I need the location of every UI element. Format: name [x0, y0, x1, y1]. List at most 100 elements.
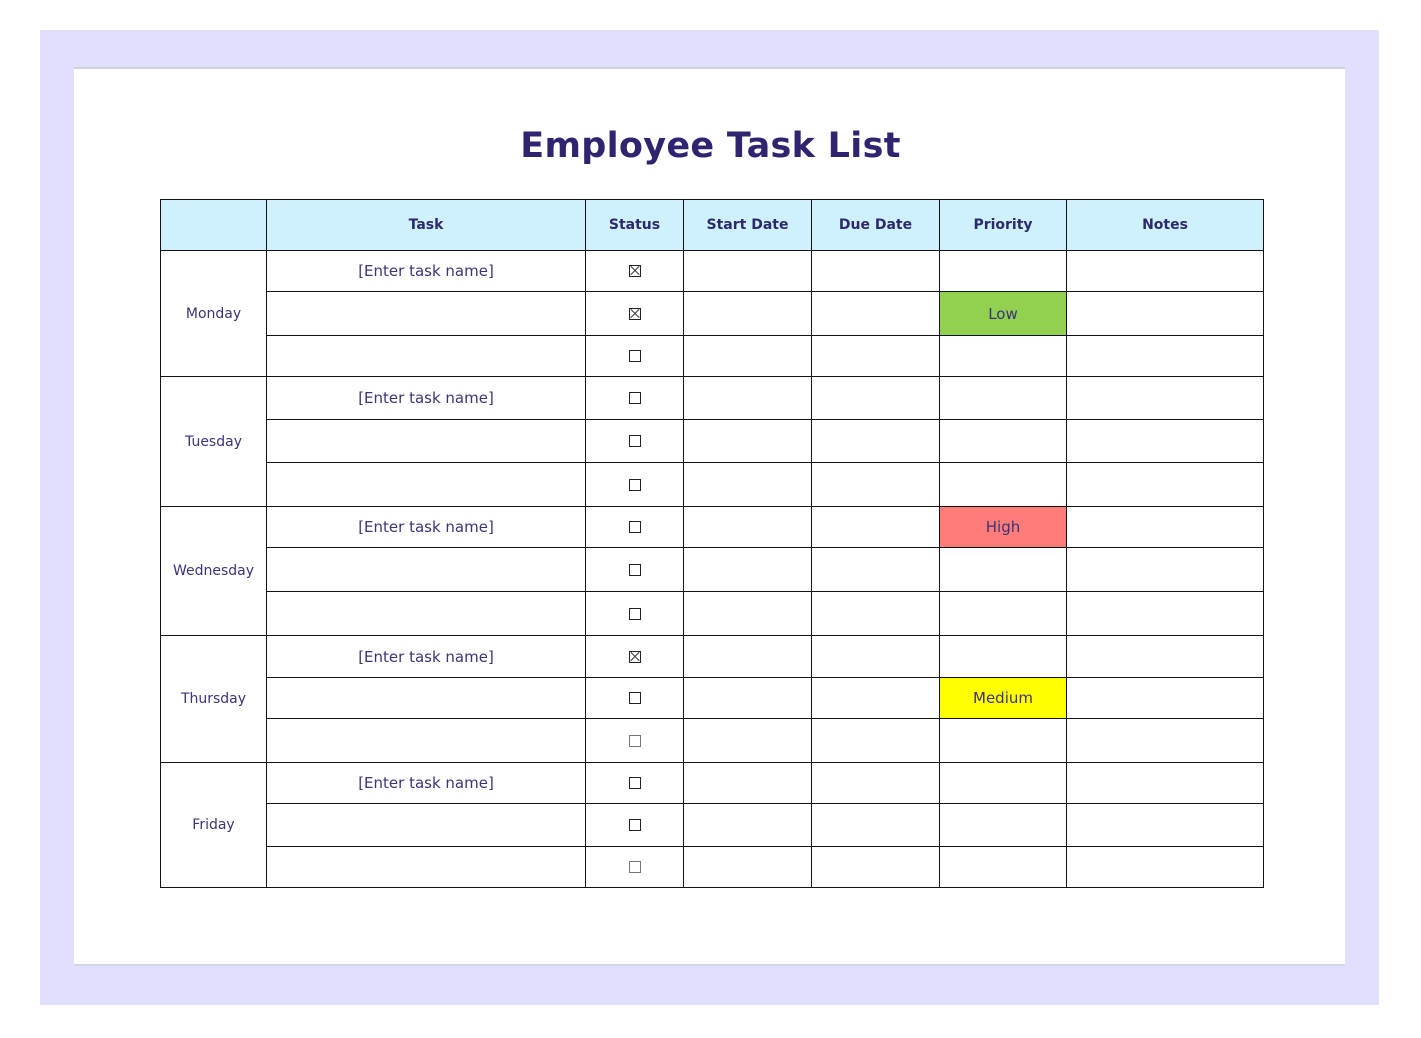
checkbox-icon[interactable]	[628, 607, 641, 620]
priority-cell[interactable]	[939, 376, 1067, 420]
task-cell[interactable]: [Enter task name]	[266, 506, 586, 548]
notes-cell[interactable]	[1066, 462, 1264, 507]
status-cell	[585, 335, 684, 377]
task-cell[interactable]: [Enter task name]	[266, 376, 586, 420]
start-date-cell[interactable]	[683, 803, 812, 847]
notes-cell[interactable]	[1066, 762, 1264, 804]
table-row: Tuesday [Enter task name]	[160, 376, 1264, 507]
priority-cell[interactable]: Low	[939, 291, 1067, 336]
priority-cell[interactable]	[939, 419, 1067, 463]
start-date-cell[interactable]	[683, 376, 812, 420]
header-task: Task	[266, 199, 586, 251]
due-date-cell[interactable]	[811, 591, 940, 636]
notes-cell[interactable]	[1066, 419, 1264, 463]
notes-cell[interactable]	[1066, 506, 1264, 548]
checkbox-icon[interactable]	[628, 819, 641, 831]
checked-checkbox-icon[interactable]	[628, 265, 641, 277]
checkbox-icon[interactable]	[628, 392, 641, 404]
checkbox-icon[interactable]	[628, 777, 641, 789]
task-cell[interactable]	[266, 419, 586, 463]
checked-checkbox-icon[interactable]	[628, 307, 641, 320]
header-day	[160, 199, 267, 251]
priority-cell[interactable]	[939, 591, 1067, 636]
table-row: Friday [Enter task name]	[160, 762, 1264, 888]
start-date-cell[interactable]	[683, 419, 812, 463]
task-cell[interactable]: [Enter task name]	[266, 635, 586, 678]
start-date-cell[interactable]	[683, 250, 812, 292]
checkbox-icon[interactable]	[628, 861, 641, 873]
task-cell[interactable]	[266, 462, 586, 507]
due-date-cell[interactable]	[811, 376, 940, 420]
priority-cell[interactable]	[939, 762, 1067, 804]
priority-cell[interactable]	[939, 718, 1067, 763]
notes-cell[interactable]	[1066, 335, 1264, 377]
checked-checkbox-icon[interactable]	[628, 650, 641, 663]
priority-cell[interactable]: Medium	[939, 677, 1067, 719]
checkbox-icon[interactable]	[628, 478, 641, 491]
checkbox-icon[interactable]	[628, 734, 641, 747]
start-date-cell[interactable]	[683, 335, 812, 377]
notes-cell[interactable]	[1066, 635, 1264, 678]
start-date-cell[interactable]	[683, 846, 812, 888]
due-date-cell[interactable]	[811, 291, 940, 336]
notes-cell[interactable]	[1066, 718, 1264, 763]
task-cell[interactable]	[266, 591, 586, 636]
task-cell[interactable]	[266, 291, 586, 336]
start-date-cell[interactable]	[683, 591, 812, 636]
task-cell[interactable]	[266, 335, 586, 377]
notes-cell[interactable]	[1066, 677, 1264, 719]
start-date-cell[interactable]	[683, 762, 812, 804]
checkbox-icon[interactable]	[628, 521, 641, 533]
notes-cell[interactable]	[1066, 376, 1264, 420]
notes-cell[interactable]	[1066, 591, 1264, 636]
task-cell[interactable]	[266, 846, 586, 888]
table-row: Low	[161, 291, 1264, 336]
notes-cell[interactable]	[1066, 547, 1264, 592]
notes-cell[interactable]	[1066, 291, 1264, 336]
status-cell	[585, 376, 684, 420]
priority-cell[interactable]	[939, 803, 1067, 847]
task-cell[interactable]	[266, 803, 586, 847]
status-cell	[585, 677, 684, 719]
start-date-cell[interactable]	[683, 635, 812, 678]
notes-cell[interactable]	[1066, 846, 1264, 888]
priority-cell[interactable]: High	[939, 506, 1067, 548]
notes-cell[interactable]	[1066, 250, 1264, 292]
due-date-cell[interactable]	[811, 250, 940, 292]
notes-cell[interactable]	[1066, 803, 1264, 847]
due-date-cell[interactable]	[811, 846, 940, 888]
priority-cell[interactable]	[939, 635, 1067, 678]
checkbox-icon[interactable]	[628, 435, 641, 447]
due-date-cell[interactable]	[811, 462, 940, 507]
task-cell[interactable]	[266, 547, 586, 592]
due-date-cell[interactable]	[811, 718, 940, 763]
task-cell[interactable]	[266, 718, 586, 763]
task-cell[interactable]	[266, 677, 586, 719]
task-cell[interactable]: [Enter task name]	[266, 250, 586, 292]
checkbox-icon[interactable]	[628, 350, 641, 362]
status-cell	[585, 803, 684, 847]
due-date-cell[interactable]	[811, 335, 940, 377]
priority-cell[interactable]	[939, 846, 1067, 888]
checkbox-icon[interactable]	[628, 563, 641, 576]
priority-cell[interactable]	[939, 547, 1067, 592]
start-date-cell[interactable]	[683, 547, 812, 592]
priority-cell[interactable]	[939, 335, 1067, 377]
start-date-cell[interactable]	[683, 462, 812, 507]
due-date-cell[interactable]	[811, 762, 940, 804]
start-date-cell[interactable]	[683, 677, 812, 719]
status-cell	[585, 635, 684, 678]
priority-cell[interactable]	[939, 462, 1067, 507]
due-date-cell[interactable]	[811, 506, 940, 548]
due-date-cell[interactable]	[811, 547, 940, 592]
due-date-cell[interactable]	[811, 635, 940, 678]
task-cell[interactable]: [Enter task name]	[266, 762, 586, 804]
start-date-cell[interactable]	[683, 291, 812, 336]
priority-cell[interactable]	[939, 250, 1067, 292]
due-date-cell[interactable]	[811, 677, 940, 719]
due-date-cell[interactable]	[811, 419, 940, 463]
start-date-cell[interactable]	[683, 506, 812, 548]
checkbox-icon[interactable]	[628, 692, 641, 704]
due-date-cell[interactable]	[811, 803, 940, 847]
start-date-cell[interactable]	[683, 718, 812, 763]
